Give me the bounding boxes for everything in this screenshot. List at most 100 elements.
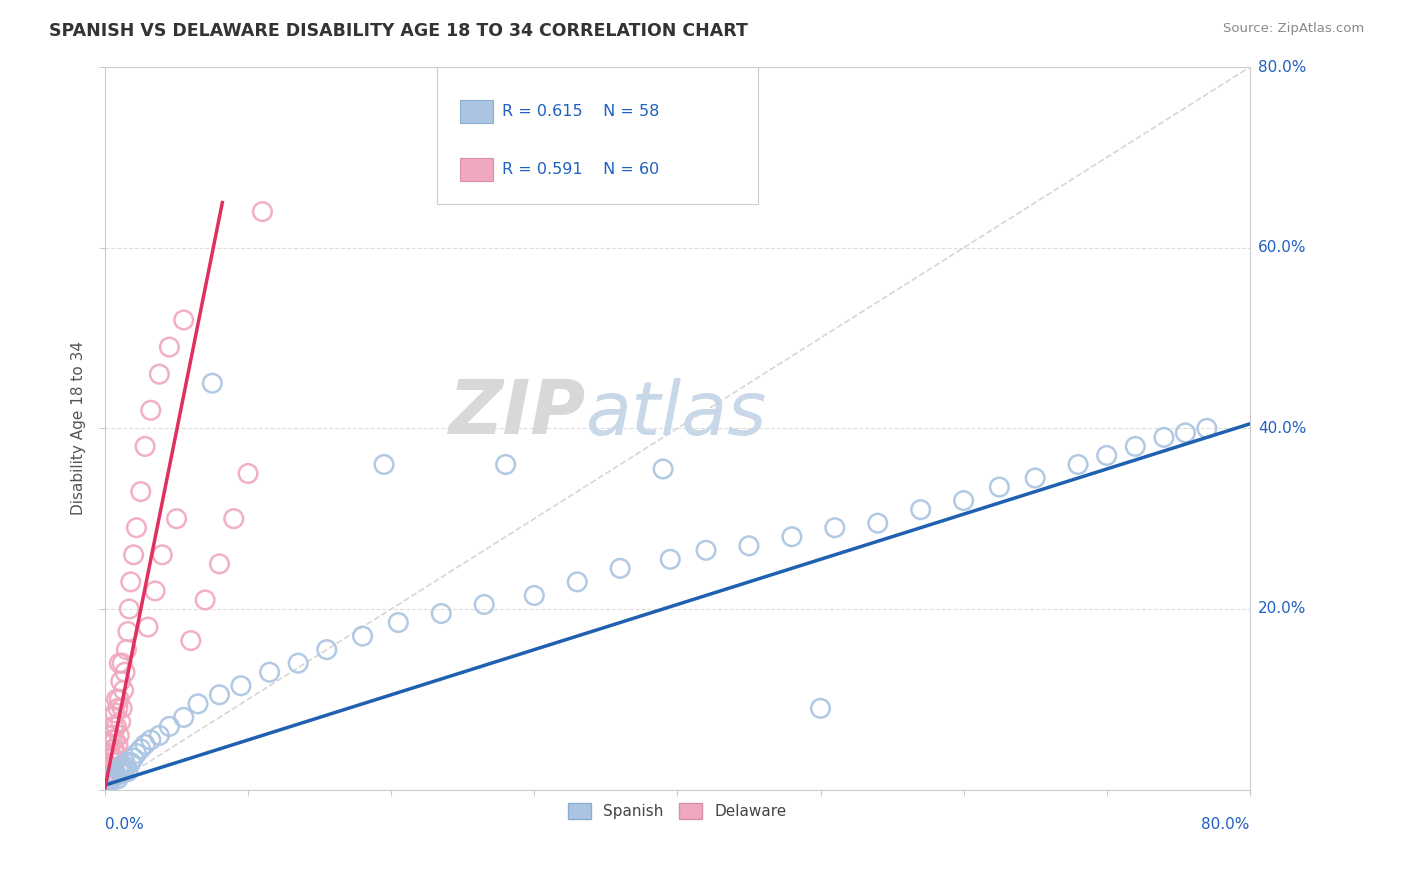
Point xyxy=(287,656,309,670)
Text: atlas: atlas xyxy=(586,378,768,450)
Point xyxy=(1095,449,1118,463)
Point xyxy=(236,467,259,481)
Point xyxy=(352,629,374,643)
Point xyxy=(148,728,170,742)
Point xyxy=(101,733,124,747)
Point xyxy=(472,598,495,612)
Point xyxy=(173,710,195,724)
Point xyxy=(122,751,145,765)
Point xyxy=(108,728,131,742)
Point xyxy=(100,747,122,761)
Point xyxy=(139,403,162,417)
FancyBboxPatch shape xyxy=(460,100,494,123)
Point xyxy=(134,738,156,752)
Point xyxy=(180,633,202,648)
Point xyxy=(194,593,217,607)
Point xyxy=(114,665,136,680)
Point xyxy=(259,665,281,680)
Text: R = 0.591    N = 60: R = 0.591 N = 60 xyxy=(502,162,659,178)
Point xyxy=(98,751,121,765)
Point xyxy=(100,769,122,783)
Point xyxy=(173,313,195,327)
Point xyxy=(1024,471,1046,485)
Point xyxy=(120,756,142,770)
Point xyxy=(105,692,128,706)
Point xyxy=(229,679,252,693)
Legend: Spanish, Delaware: Spanish, Delaware xyxy=(562,797,793,825)
Text: Source: ZipAtlas.com: Source: ZipAtlas.com xyxy=(1223,22,1364,36)
Point xyxy=(105,747,128,761)
Point xyxy=(118,602,141,616)
Point xyxy=(100,728,122,742)
Point xyxy=(97,760,120,774)
FancyBboxPatch shape xyxy=(460,158,494,180)
Point xyxy=(122,548,145,562)
Point xyxy=(103,760,125,774)
Point xyxy=(98,738,121,752)
Point xyxy=(98,773,121,788)
Point xyxy=(125,521,148,535)
Point xyxy=(105,769,128,783)
Point xyxy=(252,204,274,219)
Point xyxy=(96,769,118,783)
Point xyxy=(136,620,159,634)
Point xyxy=(104,733,127,747)
Point xyxy=(567,574,589,589)
Point xyxy=(387,615,409,630)
Text: 0.0%: 0.0% xyxy=(105,817,143,832)
Point xyxy=(97,775,120,789)
Text: 80.0%: 80.0% xyxy=(1258,60,1306,75)
Point xyxy=(111,766,134,780)
Point xyxy=(134,439,156,453)
Point xyxy=(157,340,180,354)
Point xyxy=(104,756,127,770)
Point xyxy=(523,589,546,603)
Point xyxy=(103,769,125,783)
Point xyxy=(150,548,173,562)
Point xyxy=(1195,421,1218,435)
Point xyxy=(810,701,832,715)
Point xyxy=(495,458,517,472)
Text: SPANISH VS DELAWARE DISABILITY AGE 18 TO 34 CORRELATION CHART: SPANISH VS DELAWARE DISABILITY AGE 18 TO… xyxy=(49,22,748,40)
Point xyxy=(129,742,152,756)
Point xyxy=(866,516,889,531)
Point xyxy=(143,583,166,598)
Point xyxy=(652,462,675,476)
Point xyxy=(910,502,932,516)
Point xyxy=(148,367,170,381)
Point xyxy=(107,701,129,715)
Point xyxy=(208,557,231,571)
Point xyxy=(110,674,132,689)
Point xyxy=(100,760,122,774)
Point xyxy=(98,764,121,779)
Point xyxy=(1067,458,1090,472)
Point xyxy=(97,766,120,780)
Point xyxy=(110,760,132,774)
Point xyxy=(107,738,129,752)
Point xyxy=(117,624,139,639)
Point xyxy=(100,773,122,788)
Point xyxy=(695,543,717,558)
FancyBboxPatch shape xyxy=(437,67,758,204)
Point xyxy=(166,511,188,525)
Point xyxy=(111,701,134,715)
Point xyxy=(101,764,124,779)
Point xyxy=(108,692,131,706)
Point xyxy=(125,747,148,761)
Point xyxy=(952,493,974,508)
Point xyxy=(103,742,125,756)
Point xyxy=(780,530,803,544)
Point xyxy=(738,539,761,553)
Point xyxy=(129,484,152,499)
Point xyxy=(315,642,337,657)
Point xyxy=(988,480,1011,494)
Point xyxy=(112,683,135,698)
Point xyxy=(115,642,138,657)
Text: 80.0%: 80.0% xyxy=(1202,817,1250,832)
Point xyxy=(120,574,142,589)
Point xyxy=(97,778,120,792)
Y-axis label: Disability Age 18 to 34: Disability Age 18 to 34 xyxy=(72,342,86,516)
Point xyxy=(114,756,136,770)
Point xyxy=(373,458,395,472)
Text: 20.0%: 20.0% xyxy=(1258,601,1306,616)
